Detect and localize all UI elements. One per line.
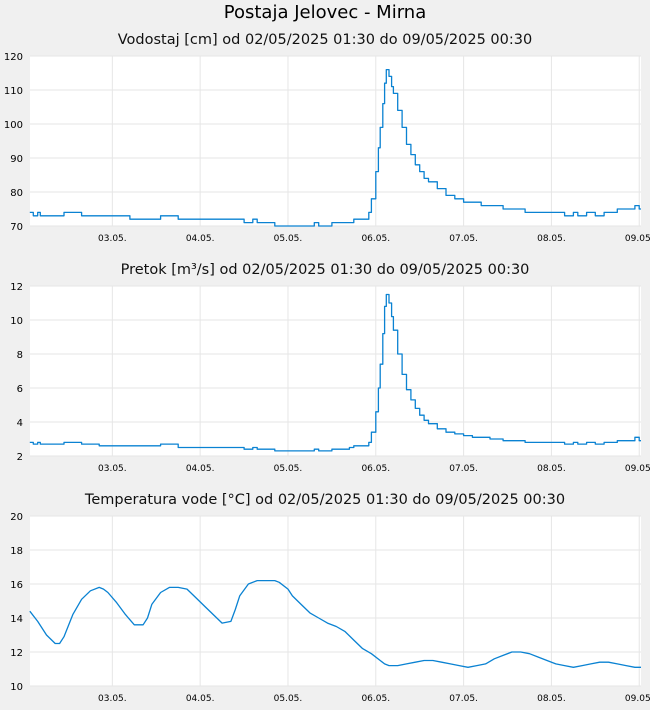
x-tick-label: 04.05. xyxy=(186,694,215,704)
y-tick-label: 2 xyxy=(17,452,23,463)
plot-area xyxy=(30,286,641,456)
plot-area xyxy=(30,56,641,226)
x-tick-label: 04.05. xyxy=(186,234,215,244)
y-tick-label: 70 xyxy=(10,222,23,233)
y-tick-label: 10 xyxy=(10,682,23,693)
x-tick-label: 08.05. xyxy=(537,464,566,474)
y-tick-label: 6 xyxy=(17,384,23,395)
y-tick-label: 120 xyxy=(4,52,23,63)
y-tick-label: 20 xyxy=(10,512,23,523)
y-tick-label: 4 xyxy=(17,418,23,429)
series-line xyxy=(29,293,641,452)
y-tick-label: 8 xyxy=(17,350,23,361)
y-tick-label: 12 xyxy=(10,282,23,293)
y-tick-label: 110 xyxy=(4,86,23,97)
x-tick-label: 08.05. xyxy=(537,234,566,244)
x-tick-label: 09.05. xyxy=(625,464,650,474)
x-tick-label: 06.05. xyxy=(361,234,390,244)
x-tick-label: 08.05. xyxy=(537,694,566,704)
series-line xyxy=(29,579,641,668)
chart-temperatura: Temperatura vode [°C] od 02/05/2025 01:3… xyxy=(0,488,650,710)
x-tick-label: 05.05. xyxy=(274,694,303,704)
y-tick-label: 90 xyxy=(10,154,23,165)
x-tick-label: 03.05. xyxy=(98,234,127,244)
y-tick-label: 18 xyxy=(10,546,23,557)
x-tick-label: 06.05. xyxy=(361,464,390,474)
chart-vodostaj-plot: 70 80 90 100 110 120 03.05. 04.05. 05.05. 06.05. 0… xyxy=(4,52,650,244)
chart-title: Pretok [m³/s] od 02/05/2025 01:30 do 09/… xyxy=(120,262,530,278)
x-tick-label: 09.05. xyxy=(625,694,650,704)
chart-vodostaj: Vodostaj [cm] od 02/05/2025 01:30 do 09/… xyxy=(0,28,650,250)
x-tick-label: 04.05. xyxy=(186,464,215,474)
chart-pretok-plot: 2 4 6 8 10 12 03.05. 04.05. 05.05. 06.05. 07.05. 08… xyxy=(10,282,650,474)
chart-title: Temperatura vode [°C] od 02/05/2025 01:3… xyxy=(84,492,566,508)
chart-pretok: Pretok [m³/s] od 02/05/2025 01:30 do 09/… xyxy=(0,258,650,480)
page-title: Postaja Jelovec - Mirna xyxy=(223,2,427,23)
y-tick-label: 80 xyxy=(10,188,23,199)
x-tick-label: 07.05. xyxy=(449,694,478,704)
x-tick-label: 03.05. xyxy=(98,464,127,474)
chart-temperatura-plot: 10 12 14 16 18 20 03.05. 04.05. 05.05. 06.05. 07.0… xyxy=(10,512,650,704)
x-tick-label: 06.05. xyxy=(361,694,390,704)
plot-area xyxy=(30,516,641,686)
y-tick-label: 16 xyxy=(10,580,23,591)
y-tick-label: 100 xyxy=(4,120,23,131)
x-tick-label: 05.05. xyxy=(274,464,303,474)
y-tick-label: 10 xyxy=(10,316,23,327)
x-tick-label: 05.05. xyxy=(274,234,303,244)
x-tick-label: 07.05. xyxy=(449,464,478,474)
x-tick-label: 09.05. xyxy=(625,234,650,244)
y-tick-label: 14 xyxy=(10,614,23,625)
x-tick-label: 07.05. xyxy=(449,234,478,244)
x-tick-label: 03.05. xyxy=(98,694,127,704)
series-line xyxy=(29,68,641,227)
chart-title: Vodostaj [cm] od 02/05/2025 01:30 do 09/… xyxy=(117,32,533,48)
y-tick-label: 12 xyxy=(10,648,23,659)
